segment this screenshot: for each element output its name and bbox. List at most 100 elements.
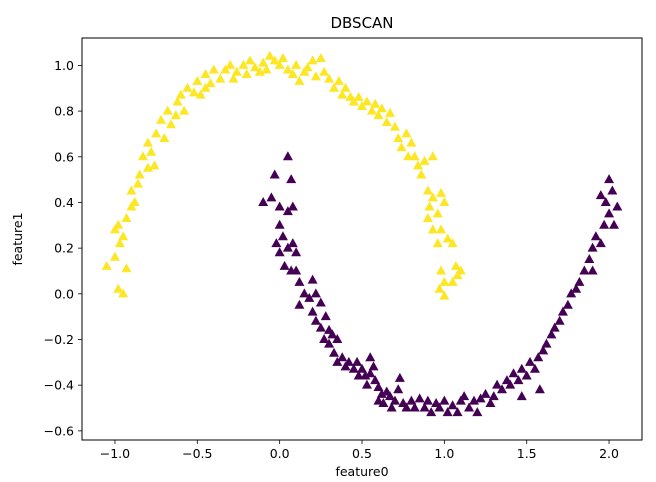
data-point-cluster-0 <box>208 64 219 74</box>
data-point-cluster-0 <box>307 55 318 65</box>
data-point-cluster-1 <box>557 306 568 316</box>
data-point-cluster-1 <box>376 388 387 398</box>
data-point-cluster-1 <box>386 402 397 412</box>
data-point-cluster-1 <box>612 201 623 211</box>
y-tick-label: −0.4 <box>44 378 74 393</box>
data-point-cluster-1 <box>357 363 367 373</box>
data-point-cluster-0 <box>113 219 124 229</box>
data-point-cluster-1 <box>554 315 565 325</box>
data-point-cluster-1 <box>368 361 379 371</box>
data-point-cluster-0 <box>225 59 236 69</box>
y-tick-label: 0.0 <box>54 286 74 301</box>
data-point-cluster-0 <box>195 89 206 99</box>
data-point-cluster-0 <box>333 75 344 85</box>
data-point-cluster-1 <box>279 260 290 270</box>
data-point-cluster-0 <box>269 55 280 65</box>
data-point-cluster-0 <box>215 73 226 83</box>
data-point-cluster-1 <box>609 219 619 229</box>
data-point-cluster-1 <box>587 265 598 275</box>
data-point-cluster-0 <box>113 283 124 293</box>
y-tick-label: −0.2 <box>44 332 74 347</box>
data-point-cluster-0 <box>249 62 260 72</box>
data-point-cluster-0 <box>436 265 447 275</box>
data-point-cluster-1 <box>291 247 302 257</box>
data-point-cluster-1 <box>353 370 364 380</box>
data-point-cluster-1 <box>299 288 310 298</box>
data-point-cluster-0 <box>142 137 153 147</box>
data-point-cluster-1 <box>419 402 430 412</box>
x-axis-ticks: −1.0 −0.5 0.0 0.5 1.0 1.5 2.0 <box>100 440 619 461</box>
data-point-cluster-1 <box>505 379 516 389</box>
data-point-cluster-1 <box>455 395 466 405</box>
data-point-cluster-1 <box>546 329 557 339</box>
data-point-cluster-0 <box>129 196 140 206</box>
data-point-cluster-1 <box>287 238 298 248</box>
chart-title: DBSCAN <box>330 14 393 32</box>
data-point-cluster-1 <box>604 208 615 218</box>
data-point-cluster-0 <box>200 69 211 79</box>
data-point-cluster-1 <box>406 395 417 405</box>
data-point-cluster-0 <box>389 121 400 131</box>
data-point-cluster-1 <box>595 238 606 248</box>
data-point-cluster-0 <box>401 128 412 138</box>
data-point-cluster-1 <box>329 347 339 357</box>
data-point-cluster-1 <box>282 242 293 252</box>
data-point-cluster-1 <box>422 395 433 405</box>
data-point-cluster-0 <box>424 201 435 211</box>
data-point-cluster-0 <box>165 119 176 129</box>
data-point-cluster-0 <box>261 64 272 74</box>
data-point-cluster-0 <box>439 290 450 300</box>
data-point-cluster-0 <box>142 162 153 172</box>
data-point-cluster-0 <box>118 288 129 298</box>
data-point-cluster-0 <box>310 71 321 81</box>
data-point-cluster-1 <box>307 306 318 316</box>
data-point-cluster-1 <box>439 395 450 405</box>
data-point-cluster-0 <box>436 224 447 234</box>
data-point-cluster-0 <box>315 53 326 63</box>
data-point-cluster-1 <box>385 391 395 401</box>
data-point-cluster-0 <box>406 137 417 147</box>
data-point-cluster-1 <box>365 352 376 362</box>
data-point-cluster-1 <box>459 391 470 401</box>
data-point-cluster-1 <box>529 363 540 373</box>
data-point-cluster-0 <box>427 224 438 234</box>
data-point-cluster-0 <box>200 82 211 92</box>
data-point-cluster-0 <box>258 57 269 67</box>
data-point-cluster-1 <box>343 356 354 366</box>
data-point-cluster-0 <box>245 55 255 65</box>
data-point-cluster-1 <box>360 370 371 380</box>
data-point-cluster-0 <box>403 151 414 161</box>
data-point-cluster-1 <box>513 375 524 385</box>
y-tick-label: 0.4 <box>54 195 74 210</box>
data-point-cluster-1 <box>310 315 321 325</box>
data-point-cluster-1 <box>370 375 381 385</box>
data-point-cluster-0 <box>189 87 199 97</box>
data-point-cluster-1 <box>516 391 527 401</box>
data-point-cluster-1 <box>533 352 544 362</box>
data-point-cluster-0 <box>329 82 339 92</box>
data-point-cluster-1 <box>327 329 338 339</box>
data-point-cluster-1 <box>587 242 598 252</box>
data-point-cluster-0 <box>361 96 372 106</box>
data-point-cluster-0 <box>381 117 392 127</box>
data-point-cluster-1 <box>464 402 475 412</box>
data-point-cluster-0 <box>385 107 395 117</box>
data-point-cluster-1 <box>274 219 285 229</box>
data-point-cluster-1 <box>258 196 269 206</box>
data-point-cluster-0 <box>151 128 162 138</box>
y-axis-label: feature1 <box>10 212 25 265</box>
x-tick-label: 1.0 <box>434 446 454 461</box>
data-point-cluster-0 <box>121 212 132 222</box>
data-point-cluster-0 <box>432 208 443 218</box>
data-point-cluster-1 <box>332 356 343 366</box>
data-point-cluster-0 <box>109 251 120 261</box>
data-point-cluster-1 <box>307 274 318 284</box>
data-point-cluster-1 <box>315 297 326 307</box>
data-point-cluster-1 <box>269 169 280 179</box>
data-point-cluster-1 <box>472 407 483 417</box>
data-point-cluster-0 <box>427 192 438 202</box>
data-point-cluster-1 <box>409 402 420 412</box>
data-point-cluster-0 <box>241 69 252 79</box>
data-point-cluster-0 <box>353 91 364 101</box>
data-point-cluster-0 <box>170 110 181 120</box>
